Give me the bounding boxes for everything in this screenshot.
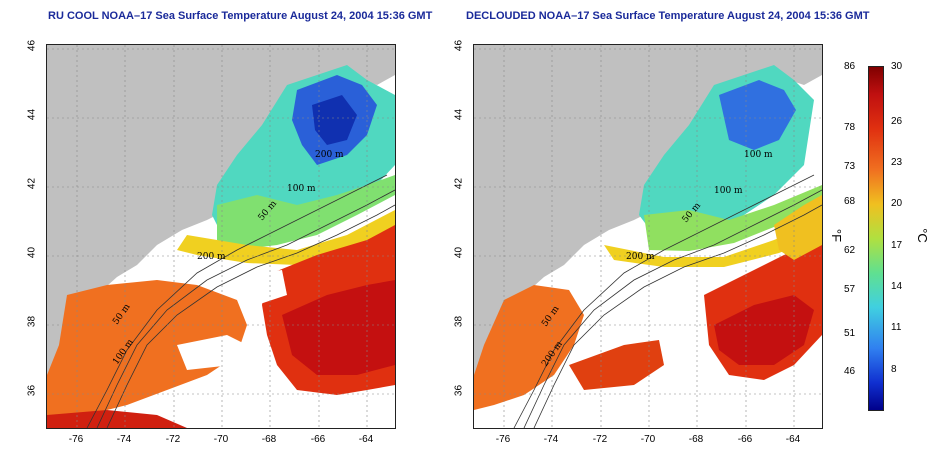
cloud-patch	[247, 270, 287, 305]
sst-hot-core	[714, 295, 814, 365]
lat-tick: 46	[453, 39, 465, 52]
lon-tick: -72	[165, 434, 181, 445]
right-sst-map: 100 m 100 m 50 m 200 m 50 m 200 m	[473, 44, 823, 429]
land-mass	[47, 45, 395, 385]
lat-tick: 44	[453, 108, 465, 121]
c-tick: 30	[891, 61, 903, 72]
lon-tick: -70	[640, 434, 656, 445]
lat-tick: 38	[26, 315, 38, 328]
left-map-title: RU COOL NOAA–17 Sea Surface Temperature …	[48, 10, 433, 22]
lon-tick: -70	[213, 434, 229, 445]
f-tick: 51	[844, 328, 856, 339]
f-tick: 86	[844, 61, 856, 72]
c-tick: 20	[891, 198, 903, 209]
lat-tick: 44	[26, 108, 38, 121]
sst-warm-left	[474, 285, 584, 410]
right-map-title: DECLOUDED NOAA–17 Sea Surface Temperatur…	[466, 10, 870, 22]
lat-tick: 40	[453, 246, 465, 259]
lon-tick: -68	[261, 434, 277, 445]
sst-warm-left	[47, 280, 247, 428]
lon-tick: -68	[688, 434, 704, 445]
land-mass	[474, 45, 822, 385]
cloud-patch	[177, 335, 247, 370]
lat-tick: 46	[26, 39, 38, 52]
lon-tick: -76	[495, 434, 511, 445]
temperature-colorbar	[868, 66, 884, 411]
sst-green-band	[644, 185, 822, 251]
lon-tick: -72	[592, 434, 608, 445]
lat-tick: 36	[26, 384, 38, 397]
f-tick: 78	[844, 122, 856, 133]
lat-tick: 36	[453, 384, 465, 397]
c-tick: 23	[891, 157, 903, 168]
f-tick: 46	[844, 366, 856, 377]
sst-yellow-band	[604, 220, 822, 267]
contour-label: 200 m	[626, 252, 655, 262]
c-tick: 17	[891, 240, 903, 251]
lon-tick: -64	[785, 434, 801, 445]
lon-tick: -64	[358, 434, 374, 445]
celsius-unit: °C	[914, 228, 930, 243]
sst-south-patch	[569, 340, 664, 390]
right-map-canvas: 100 m 100 m 50 m 200 m 50 m 200 m	[474, 45, 822, 428]
f-tick: 62	[844, 245, 856, 256]
sst-green-band	[217, 175, 395, 250]
left-sst-map: 200 m 100 m 50 m 200 m 50 m 100 m	[46, 44, 396, 429]
c-tick: 11	[891, 322, 902, 333]
contour-label: 200 m	[197, 252, 226, 262]
lon-tick: -76	[68, 434, 84, 445]
f-tick: 68	[844, 196, 856, 207]
lat-tick: 38	[453, 315, 465, 328]
isobath-line	[533, 204, 822, 428]
contour-label: 100 m	[287, 184, 316, 194]
left-map-canvas: 200 m 100 m 50 m 200 m 50 m 100 m	[47, 45, 395, 428]
lon-tick: -74	[543, 434, 559, 445]
lon-tick: -74	[116, 434, 132, 445]
lat-tick: 42	[26, 177, 38, 190]
sst-deep-blue	[312, 95, 357, 145]
isobath-line	[96, 189, 395, 428]
lat-tick: 40	[26, 246, 38, 259]
f-tick: 57	[844, 284, 856, 295]
contour-label: 100 m	[744, 150, 773, 160]
isobath-line	[106, 204, 395, 428]
lon-tick: -66	[737, 434, 753, 445]
contour-label: 100 m	[714, 186, 743, 196]
lon-tick: -66	[310, 434, 326, 445]
f-tick: 73	[844, 161, 856, 172]
isobath-line	[513, 174, 815, 428]
lat-tick: 42	[453, 177, 465, 190]
c-tick: 8	[891, 364, 897, 375]
contour-label: 200 m	[315, 150, 344, 160]
sst-south-hot	[47, 410, 187, 428]
isobath-line	[523, 189, 822, 428]
sst-cold-core	[719, 80, 796, 150]
isobath-line	[86, 174, 388, 428]
fahrenheit-unit: °F	[829, 228, 845, 243]
c-tick: 26	[891, 116, 903, 127]
c-tick: 14	[891, 281, 903, 292]
